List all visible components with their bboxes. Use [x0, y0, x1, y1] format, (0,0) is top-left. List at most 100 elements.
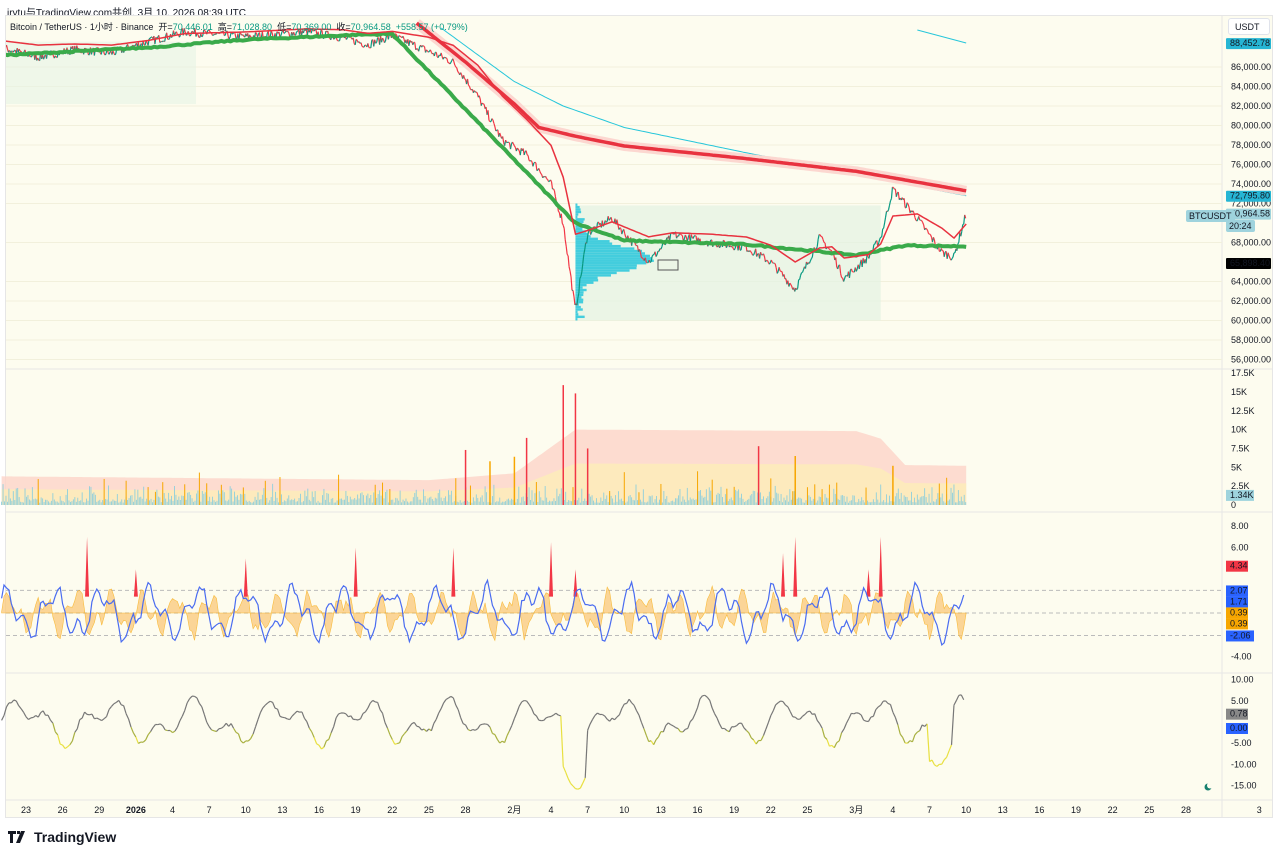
momentum-line — [470, 728, 474, 732]
momentum-line — [941, 759, 945, 765]
candle — [499, 132, 502, 137]
candle — [88, 53, 90, 56]
momentum-label-bg — [1226, 708, 1248, 720]
momentum-line — [853, 712, 857, 715]
candle — [664, 243, 667, 246]
momentum-line — [316, 743, 320, 746]
momentum-line — [694, 707, 699, 714]
candle — [84, 47, 86, 50]
momentum-line — [364, 707, 369, 713]
candle — [568, 266, 571, 272]
oscillator-label-bg — [1226, 607, 1248, 619]
candle — [569, 270, 572, 278]
momentum-line — [696, 698, 701, 708]
candle — [656, 251, 659, 255]
candle — [548, 180, 550, 183]
momentum-line — [235, 731, 239, 735]
momentum-line — [416, 725, 420, 728]
momentum-line — [648, 740, 652, 743]
momentum-line — [443, 699, 447, 704]
candle — [817, 234, 820, 240]
candle — [660, 246, 663, 250]
candle — [6, 44, 9, 50]
momentum-line — [670, 724, 674, 727]
momentum-line — [867, 716, 872, 722]
momentum-line — [535, 715, 540, 721]
candle — [641, 257, 644, 260]
candle — [512, 143, 515, 147]
momentum-line — [445, 697, 449, 700]
candle — [883, 222, 886, 229]
volume-tick-label: 10K — [1231, 425, 1247, 435]
candle — [790, 284, 793, 287]
momentum-line — [785, 704, 789, 708]
candle — [505, 139, 508, 143]
candle — [528, 159, 531, 162]
candle — [578, 278, 581, 293]
volume-profile-bar — [575, 264, 637, 267]
momentum-line — [59, 743, 63, 746]
candle — [858, 263, 861, 270]
candle — [731, 246, 734, 249]
high-value: 71,028.80 — [232, 22, 273, 32]
momentum-line — [381, 713, 386, 723]
candle — [918, 216, 921, 221]
symbol-title[interactable]: Bitcoin / TetherUS · 1小时 · Binance — [10, 22, 154, 32]
oscillator-area — [1, 584, 967, 642]
momentum-line — [333, 717, 337, 727]
candle — [828, 248, 831, 251]
momentum-line — [917, 730, 921, 733]
candle — [228, 36, 231, 40]
oscillator-label-bg — [1226, 585, 1248, 597]
candle — [951, 256, 954, 260]
momentum-line — [203, 714, 208, 723]
momentum-line — [753, 739, 757, 745]
candle — [367, 43, 370, 48]
momentum-line — [892, 711, 896, 718]
candle — [166, 32, 169, 40]
currency-button[interactable]: USDT — [1228, 18, 1270, 35]
candle — [835, 257, 838, 268]
momentum-line — [565, 771, 569, 779]
momentum-line — [877, 704, 882, 708]
candle — [535, 162, 538, 171]
momentum-line — [338, 712, 342, 715]
momentum-line — [526, 700, 530, 705]
candle — [848, 269, 852, 278]
candle — [561, 223, 564, 226]
momentum-line — [294, 710, 298, 714]
time-tick-label: 13 — [998, 805, 1008, 815]
momentum-line — [860, 714, 865, 721]
momentum-line — [653, 739, 657, 745]
candle — [516, 147, 519, 150]
oscillator-spike — [85, 536, 90, 597]
momentum-line — [1, 715, 5, 721]
momentum-line — [775, 702, 779, 706]
momentum-line — [821, 727, 826, 738]
momentum-line — [489, 726, 493, 734]
momentum-line — [18, 705, 22, 710]
momentum-line — [404, 730, 408, 734]
footer-brand: TradingView — [34, 829, 117, 845]
momentum-line — [567, 778, 572, 784]
momentum-line — [74, 728, 78, 733]
candle — [771, 261, 774, 264]
candle — [557, 210, 560, 213]
candle — [837, 265, 840, 270]
tradingview-logo[interactable]: TradingView — [8, 829, 116, 845]
momentum-line — [360, 713, 364, 720]
momentum-line — [562, 766, 567, 773]
momentum-line — [98, 718, 102, 722]
ma-red-fast-line — [6, 28, 967, 263]
volume-tick-label: 7.5K — [1231, 443, 1250, 453]
momentum-line — [357, 718, 361, 721]
momentum-line — [111, 703, 115, 707]
momentum-line — [575, 788, 579, 790]
candle — [766, 260, 769, 263]
volume-profile-bar — [575, 259, 654, 262]
momentum-line — [411, 721, 415, 725]
momentum-line — [506, 730, 511, 736]
momentum-line — [926, 723, 931, 762]
momentum-line — [494, 734, 498, 740]
